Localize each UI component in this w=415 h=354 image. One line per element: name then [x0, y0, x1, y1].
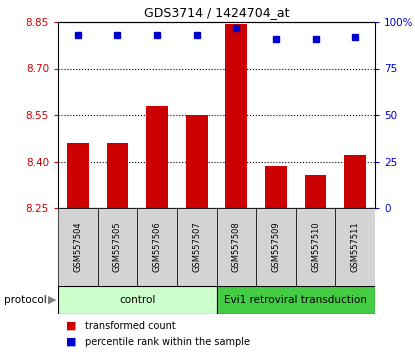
Text: GSM557507: GSM557507 — [192, 222, 201, 272]
Bar — [146, 106, 168, 208]
Text: GSM557506: GSM557506 — [153, 222, 161, 272]
Bar — [344, 155, 366, 208]
Text: ■: ■ — [66, 337, 77, 347]
Text: GSM557505: GSM557505 — [113, 222, 122, 272]
Text: percentile rank within the sample: percentile rank within the sample — [85, 337, 250, 347]
Bar — [107, 143, 128, 208]
Bar — [67, 143, 89, 208]
Bar — [217, 286, 375, 314]
Text: GSM557508: GSM557508 — [232, 222, 241, 272]
Bar — [58, 286, 217, 314]
Text: Evi1 retroviral transduction: Evi1 retroviral transduction — [225, 295, 367, 305]
Text: GSM557511: GSM557511 — [351, 222, 360, 272]
Text: GSM557504: GSM557504 — [73, 222, 82, 272]
Bar — [58, 208, 98, 286]
Text: GSM557510: GSM557510 — [311, 222, 320, 272]
Text: protocol: protocol — [4, 295, 47, 305]
Bar — [335, 208, 375, 286]
Title: GDS3714 / 1424704_at: GDS3714 / 1424704_at — [144, 6, 289, 19]
Bar — [265, 166, 287, 208]
Bar — [177, 208, 217, 286]
Text: GSM557509: GSM557509 — [271, 222, 281, 272]
Bar — [256, 208, 296, 286]
Text: control: control — [119, 295, 156, 305]
Bar — [305, 176, 327, 208]
Bar — [186, 115, 208, 208]
Bar — [225, 24, 247, 208]
Bar — [217, 208, 256, 286]
Bar — [137, 208, 177, 286]
Bar — [98, 208, 137, 286]
Bar — [296, 208, 335, 286]
Text: ■: ■ — [66, 321, 77, 331]
Text: transformed count: transformed count — [85, 321, 176, 331]
Text: ▶: ▶ — [48, 295, 56, 305]
